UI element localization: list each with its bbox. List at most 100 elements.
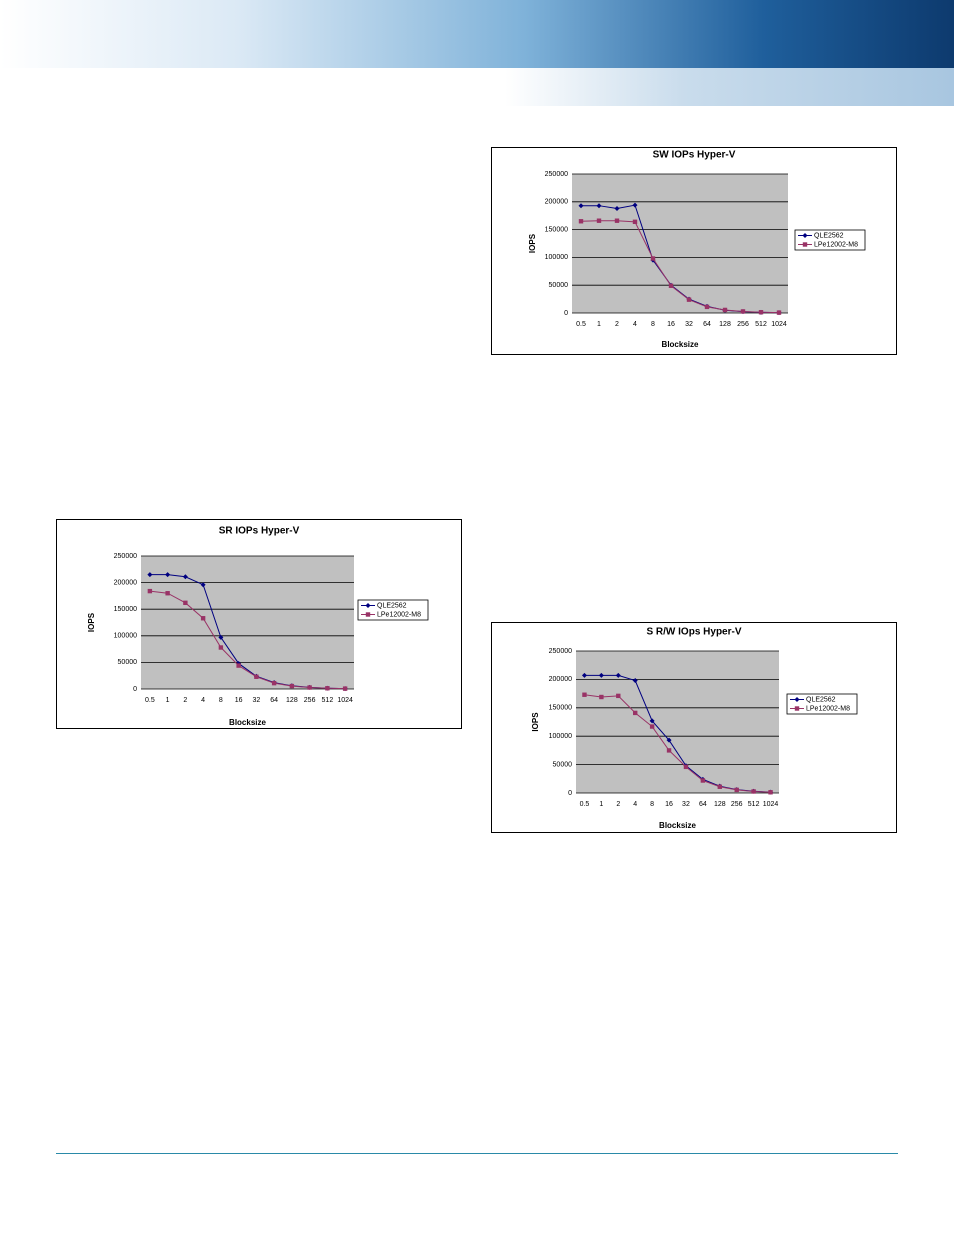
marker [254, 674, 259, 679]
marker [649, 724, 655, 729]
marker [165, 591, 170, 596]
x-axis-label: Blocksize [229, 718, 266, 727]
x-tick-label: 8 [219, 697, 223, 704]
x-tick-label: 64 [270, 697, 278, 704]
series-line [149, 590, 346, 690]
marker [598, 672, 604, 678]
legend-box [786, 693, 858, 715]
legend-label: QLE2562 [377, 602, 407, 609]
x-tick-label: 64 [703, 321, 711, 328]
legend-box [794, 229, 866, 251]
y-tick-label: 50000 [553, 761, 573, 768]
marker [758, 310, 764, 315]
marker [649, 718, 655, 724]
marker [616, 693, 621, 699]
chart: SW IOPs Hyper-V Blocksize IOPS 0 50000 100000… [491, 147, 897, 355]
chart-title: SW IOPs Hyper-V [653, 150, 736, 161]
x-tick-label: 1 [599, 801, 603, 808]
chart: SR IOPs Hyper-V Blocksize IOPS 0 50000 100000… [56, 519, 462, 729]
marker [650, 256, 656, 261]
marker [615, 672, 621, 678]
legend-marker [802, 242, 808, 247]
x-tick-label: 4 [201, 697, 205, 704]
y-tick-label: 0 [133, 686, 137, 693]
marker [596, 203, 602, 209]
marker [704, 304, 710, 310]
marker [614, 205, 620, 211]
legend-label: LPe12002-M8 [377, 611, 421, 618]
marker [182, 574, 188, 580]
x-tick-label: 64 [699, 801, 707, 808]
plot-area [576, 651, 779, 793]
y-tick-label: 250000 [549, 648, 572, 655]
marker [289, 683, 295, 689]
x-tick-label: 4 [633, 321, 637, 328]
plot-area [572, 174, 788, 313]
marker [734, 787, 739, 793]
marker [271, 680, 277, 686]
x-tick-label: 1 [166, 697, 170, 704]
x-tick-label: 2 [616, 801, 620, 808]
x-tick-label: 1024 [771, 321, 787, 328]
x-axis-label: Blocksize [659, 821, 696, 830]
plot-area [141, 556, 354, 689]
legend-marker [802, 233, 808, 238]
y-tick-label: 100000 [545, 254, 568, 261]
x-tick-label: 32 [252, 697, 260, 704]
x-tick-label: 2 [183, 697, 187, 704]
marker [722, 307, 728, 313]
y-tick-label: 150000 [549, 705, 572, 712]
y-tick-label: 150000 [114, 606, 137, 613]
series-line [584, 694, 771, 793]
y-axis-label: IOPS [531, 712, 540, 732]
marker [236, 663, 241, 668]
x-tick-label: 128 [719, 321, 731, 328]
marker [147, 588, 153, 594]
header-banner [0, 0, 954, 68]
marker [325, 686, 330, 691]
y-tick-label: 50000 [118, 659, 138, 666]
x-tick-label: 128 [286, 697, 298, 704]
marker [668, 283, 674, 288]
y-tick-label: 150000 [545, 226, 568, 233]
x-tick-label: 512 [748, 801, 760, 808]
x-tick-label: 8 [651, 321, 655, 328]
marker [599, 694, 604, 700]
marker [700, 778, 706, 783]
marker [200, 616, 206, 621]
x-tick-label: 1024 [337, 697, 353, 704]
chart-title: S R/W IOps Hyper-V [646, 627, 741, 638]
x-tick-label: 128 [714, 801, 726, 808]
x-tick-label: 32 [682, 801, 690, 808]
y-tick-label: 0 [564, 310, 568, 317]
x-tick-label: 32 [685, 321, 693, 328]
y-tick-label: 200000 [545, 199, 568, 206]
legend-label: QLE2562 [814, 232, 844, 239]
x-tick-label: 0.5 [580, 801, 590, 808]
legend-box [357, 599, 429, 621]
marker [581, 672, 587, 678]
x-tick-label: 4 [633, 801, 637, 808]
marker [578, 203, 584, 209]
y-axis-label: IOPS [87, 612, 96, 632]
marker [768, 790, 773, 795]
x-tick-label: 16 [235, 697, 243, 704]
legend-label: QLE2562 [806, 696, 836, 703]
marker [200, 582, 206, 588]
marker [686, 297, 692, 302]
legend-marker [365, 612, 371, 617]
x-tick-label: 1024 [763, 801, 779, 808]
x-tick-label: 512 [755, 321, 767, 328]
marker [632, 678, 638, 684]
marker [776, 310, 782, 315]
footer-rule [56, 1153, 898, 1154]
x-tick-label: 1 [597, 321, 601, 328]
marker [614, 218, 620, 223]
x-tick-label: 512 [322, 697, 334, 704]
marker [582, 692, 587, 697]
marker [578, 219, 584, 224]
marker [632, 202, 638, 208]
x-tick-label: 16 [667, 321, 675, 328]
chart-title: SR IOPs Hyper-V [219, 526, 300, 537]
